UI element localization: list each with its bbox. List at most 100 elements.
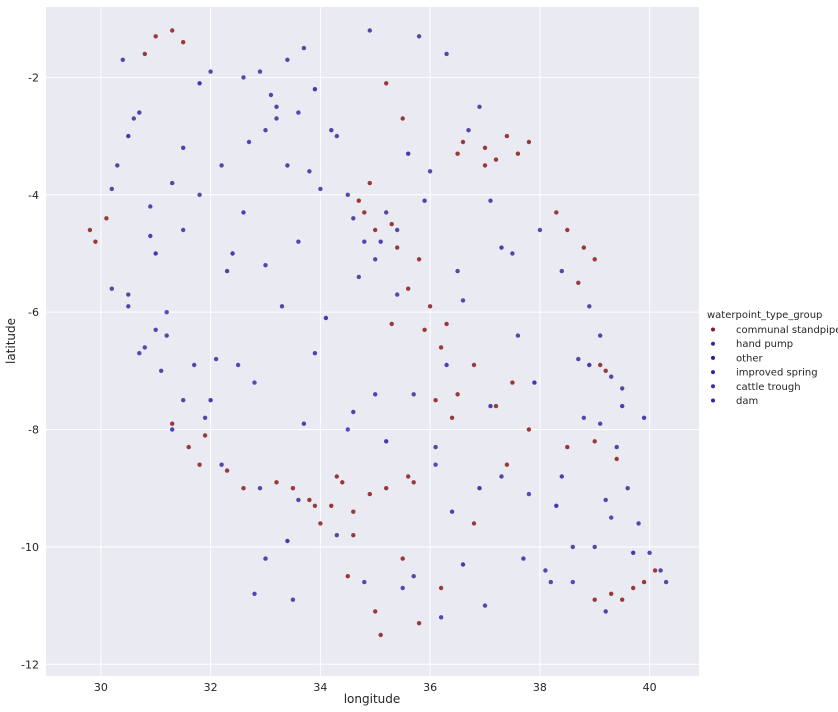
point-hand-pump: [296, 497, 301, 503]
point-communal-standpipe: [181, 40, 186, 45]
point-other: [285, 538, 290, 544]
point-communal-standpipe: [170, 28, 175, 33]
point-dam: [224, 268, 230, 274]
point-hand-pump: [170, 180, 175, 186]
point-communal-standpipe: [526, 139, 532, 145]
point-communal-standpipe: [438, 345, 444, 350]
point-dam: [603, 609, 608, 614]
point-other: [554, 503, 559, 508]
point-hand-pump: [274, 104, 279, 110]
point-hand-pump: [427, 169, 433, 174]
point-hand-pump: [499, 474, 504, 479]
y-tick-label: -12: [21, 658, 39, 671]
point-improved-spring: [559, 474, 564, 479]
point-improved-spring: [263, 556, 268, 561]
point-hand-pump: [126, 304, 131, 309]
point-hand-pump: [537, 227, 543, 233]
point-hand-pump: [488, 198, 493, 203]
point-dam: [301, 421, 307, 426]
point-dam: [148, 233, 153, 239]
point-hand-pump: [246, 139, 252, 145]
point-other: [153, 251, 158, 256]
point-hand-pump: [208, 69, 213, 74]
point-communal-standpipe: [367, 491, 372, 497]
point-communal-standpipe: [274, 480, 279, 485]
point-other: [460, 562, 466, 567]
point-hand-pump: [202, 415, 208, 420]
point-hand-pump: [444, 51, 449, 57]
legend-label: other: [736, 353, 764, 364]
y-tick-label: -8: [28, 424, 39, 437]
point-hand-pump: [477, 104, 482, 110]
point-communal-standpipe: [406, 474, 411, 479]
point-communal-standpipe: [351, 533, 356, 538]
point-communal-standpipe: [389, 321, 394, 327]
point-communal-standpipe: [400, 116, 405, 121]
point-hand-pump: [433, 444, 438, 450]
point-communal-standpipe: [241, 486, 246, 491]
legend-marker: [711, 370, 715, 375]
point-communal-standpipe: [93, 239, 98, 244]
point-communal-standpipe: [427, 304, 433, 309]
point-communal-standpipe: [438, 585, 444, 591]
point-hand-pump: [663, 579, 669, 585]
point-hand-pump: [252, 591, 257, 596]
point-communal-standpipe: [493, 403, 499, 409]
point-communal-standpipe: [526, 427, 532, 432]
point-cattle-trough: [526, 491, 532, 497]
point-hand-pump: [126, 292, 131, 297]
point-other: [126, 133, 131, 139]
point-hand-pump: [296, 110, 301, 115]
point-hand-pump: [510, 251, 515, 256]
point-improved-spring: [620, 403, 625, 409]
point-other: [532, 380, 537, 385]
point-communal-standpipe: [384, 81, 389, 86]
legend-marker: [711, 355, 715, 360]
point-communal-standpipe: [400, 556, 405, 561]
point-hand-pump: [345, 192, 350, 197]
point-communal-standpipe: [592, 257, 597, 262]
x-tick-label: 32: [204, 681, 218, 694]
point-improved-spring: [444, 362, 449, 368]
point-improved-spring: [241, 210, 246, 215]
legend-label: communal standpipe: [736, 325, 838, 336]
point-communal-standpipe: [87, 227, 93, 233]
point-hand-pump: [334, 133, 339, 139]
legend-marker: [711, 384, 715, 389]
y-tick-label: -2: [28, 71, 39, 84]
point-communal-standpipe: [444, 321, 449, 327]
point-communal-standpipe: [592, 439, 597, 444]
point-hand-pump: [241, 75, 246, 80]
point-other: [197, 81, 202, 86]
point-communal-standpipe: [340, 480, 345, 485]
point-communal-standpipe: [389, 221, 394, 227]
point-hand-pump: [153, 327, 158, 332]
point-communal-standpipe: [614, 456, 619, 462]
point-communal-standpipe: [329, 503, 334, 508]
point-communal-standpipe: [170, 421, 175, 426]
point-hand-pump: [351, 216, 356, 221]
point-hand-pump: [373, 257, 378, 262]
point-hand-pump: [614, 444, 619, 450]
point-hand-pump: [120, 57, 126, 62]
point-communal-standpipe: [581, 245, 586, 250]
point-communal-standpipe: [592, 597, 597, 602]
y-tick-label: -6: [28, 306, 39, 319]
point-communal-standpipe: [455, 151, 460, 156]
point-hand-pump: [411, 574, 416, 579]
point-communal-standpipe: [510, 380, 515, 385]
point-hand-pump: [460, 298, 466, 303]
legend-label: hand pump: [736, 339, 793, 350]
x-tick-label: 30: [94, 681, 108, 694]
point-hand-pump: [290, 597, 296, 602]
point-hand-pump: [279, 304, 285, 309]
point-hand-pump: [598, 421, 603, 426]
point-communal-standpipe: [318, 521, 323, 526]
y-tick-label: -4: [28, 189, 39, 202]
point-hand-pump: [192, 362, 197, 368]
point-hand-pump: [636, 521, 641, 526]
legend-label: cattle trough: [736, 382, 801, 393]
point-hand-pump: [603, 497, 608, 503]
point-dam: [449, 509, 455, 514]
point-dam: [312, 351, 318, 356]
